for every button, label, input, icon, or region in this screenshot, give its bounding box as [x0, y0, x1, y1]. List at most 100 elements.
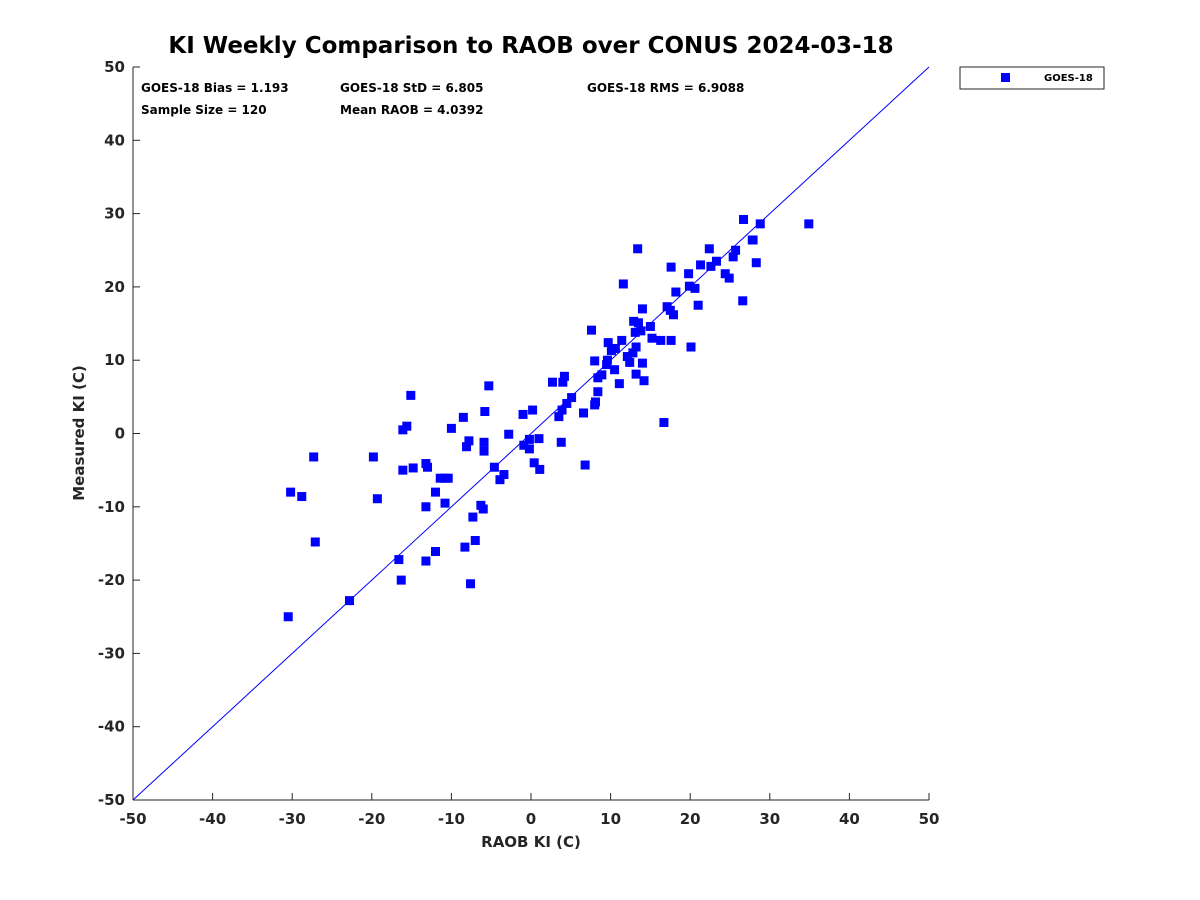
data-point [617, 335, 627, 345]
data-point [309, 452, 319, 462]
data-point [562, 398, 572, 408]
data-point [668, 310, 678, 320]
data-point [625, 357, 635, 367]
data-point [462, 442, 472, 452]
data-point [466, 579, 476, 589]
data-point [618, 279, 628, 289]
data-point [728, 252, 738, 262]
data-point [696, 260, 706, 270]
data-point [529, 458, 539, 468]
data-point [558, 377, 568, 387]
stat-mean-raob: Mean RAOB = 4.0392 [340, 103, 484, 117]
data-point [484, 381, 494, 391]
data-point [460, 542, 470, 552]
stats-block: GOES-18 Bias = 1.193 GOES-18 StD = 6.805… [141, 81, 744, 117]
chart-title: KI Weekly Comparison to RAOB over CONUS … [168, 33, 893, 59]
data-point [671, 287, 681, 297]
data-point [556, 437, 566, 447]
stat-std: GOES-18 StD = 6.805 [340, 81, 483, 95]
data-point [693, 300, 703, 310]
y-tick-label: 10 [104, 351, 125, 369]
data-point [443, 473, 453, 483]
data-point [628, 348, 638, 358]
data-point [345, 596, 355, 606]
data-point [637, 304, 647, 314]
data-point [446, 423, 456, 433]
legend-box [959, 66, 1105, 90]
data-point [435, 473, 445, 483]
data-point [368, 452, 378, 462]
data-point [464, 436, 474, 446]
data-point [637, 358, 647, 368]
x-tick-label: -40 [199, 810, 226, 828]
data-point [706, 261, 716, 271]
data-point [593, 387, 603, 397]
data-point [711, 256, 721, 266]
data-points [283, 214, 814, 622]
legend: GOES-18 [959, 66, 1105, 90]
data-point [408, 463, 418, 473]
one-to-one-line [132, 66, 930, 801]
stat-bias: GOES-18 Bias = 1.193 [141, 81, 289, 95]
data-point [421, 556, 431, 566]
data-point [440, 498, 450, 508]
data-point [602, 355, 612, 365]
data-point [528, 405, 538, 415]
data-point [748, 235, 758, 245]
data-point [423, 462, 433, 472]
data-point [645, 321, 655, 331]
x-axis-label: RAOB KI (C) [481, 833, 581, 851]
data-point [603, 338, 613, 348]
data-point [480, 407, 490, 417]
y-tick-label: 20 [104, 278, 125, 296]
data-point [504, 429, 514, 439]
y-tick-label: -40 [98, 718, 125, 736]
data-point [518, 409, 528, 419]
data-point [647, 333, 657, 343]
data-point [610, 365, 620, 375]
data-point [430, 547, 440, 557]
data-point [402, 421, 412, 431]
data-point [622, 352, 632, 362]
y-tick-label: -30 [98, 644, 125, 662]
x-tick-label: -50 [119, 810, 146, 828]
x-tick-label: -20 [358, 810, 385, 828]
data-point [631, 342, 641, 352]
data-point [631, 369, 641, 379]
x-tick-label: 40 [839, 810, 860, 828]
data-point [590, 397, 600, 407]
data-point [524, 434, 534, 444]
data-point [495, 475, 505, 485]
y-tick-label: 50 [104, 58, 125, 76]
data-point [458, 412, 468, 422]
y-tick-label: 40 [104, 131, 125, 149]
data-point [535, 464, 545, 474]
data-point [580, 460, 590, 470]
data-point [751, 258, 761, 268]
data-point [586, 325, 596, 335]
data-point [639, 376, 649, 386]
x-tick-label: -30 [279, 810, 306, 828]
x-tick-label: 0 [526, 810, 536, 828]
data-point [690, 283, 700, 293]
x-tick-label: 50 [919, 810, 940, 828]
data-point [610, 343, 620, 353]
y-axis-ticks: -50 -40 -30 -20 -10 0 10 20 30 40 50 [98, 58, 140, 809]
data-point [421, 502, 431, 512]
data-point [478, 504, 488, 514]
data-point [704, 244, 714, 254]
data-point [636, 326, 646, 336]
data-point [629, 316, 639, 326]
x-tick-label: 30 [759, 810, 780, 828]
data-point [470, 536, 480, 546]
data-point [684, 281, 694, 291]
data-point [524, 444, 534, 454]
data-point [633, 318, 643, 328]
data-point [519, 440, 529, 450]
stat-sample-size: Sample Size = 120 [141, 103, 267, 117]
data-point [755, 219, 765, 229]
data-point [557, 405, 567, 415]
data-point [666, 335, 676, 345]
y-tick-label: -50 [98, 791, 125, 809]
